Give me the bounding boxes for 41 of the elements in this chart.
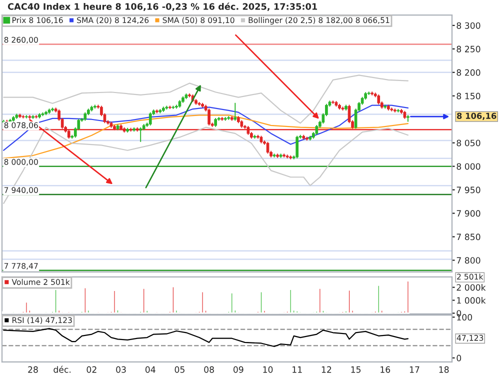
x-tick-label: 05 xyxy=(174,366,184,373)
candlestick xyxy=(139,126,142,142)
line-series xyxy=(3,74,409,124)
y-tick-label: 7 850 xyxy=(456,234,480,240)
y-tick-label: 2 000k xyxy=(456,284,486,291)
candlestick xyxy=(266,141,270,154)
line-series xyxy=(3,328,409,348)
candlestick xyxy=(315,124,318,136)
y-tick-label: 8 250 xyxy=(456,46,480,52)
y-tick-label: 7 950 xyxy=(456,186,480,194)
x-tick-label: 28 xyxy=(28,366,38,373)
x-tick-label: 04 xyxy=(145,366,156,373)
chart-title: CAC40 Index 1 heure 8 106,16 -0,23 % 16 déc. 2025, 17:35:01 xyxy=(8,2,318,12)
y-tick-label: 8 300 xyxy=(456,22,480,29)
x-tick-label: 09 xyxy=(234,366,244,373)
text: 8 106,16 xyxy=(457,112,496,120)
x-tick-label: déc. xyxy=(54,366,71,373)
y-tick-label: 0 xyxy=(456,354,462,362)
y-tick-label: 7 900 xyxy=(456,210,480,217)
y-tick-label: 8 050 xyxy=(456,140,480,146)
x-tick-label: 17 xyxy=(410,366,420,373)
x-tick-label: 11 xyxy=(292,366,302,373)
candlestick xyxy=(148,112,152,126)
x-tick-label: 03 xyxy=(116,366,126,373)
candlestick xyxy=(377,94,380,105)
x-tick-label: 08 xyxy=(204,366,214,373)
candlestick xyxy=(208,108,210,126)
y-tick-label: 8 000 xyxy=(456,163,480,170)
x-tick-label: 18 xyxy=(439,366,449,373)
y-tick-label: 1 000k xyxy=(457,297,486,304)
x-tick-label: 12 xyxy=(322,366,332,373)
candlestick xyxy=(296,135,299,159)
line-series xyxy=(3,104,409,151)
candlestick xyxy=(234,102,237,122)
x-tick-label: 10 xyxy=(263,366,273,373)
y-tick-label: 8 150 xyxy=(456,92,480,100)
y-tick-label: 8 200 xyxy=(456,69,480,76)
x-tick-label: 16 xyxy=(380,366,390,373)
y-tick-label: 7 800 xyxy=(456,257,480,264)
x-tick-label: 15 xyxy=(351,366,361,373)
x-tick-label: 02 xyxy=(86,366,96,373)
